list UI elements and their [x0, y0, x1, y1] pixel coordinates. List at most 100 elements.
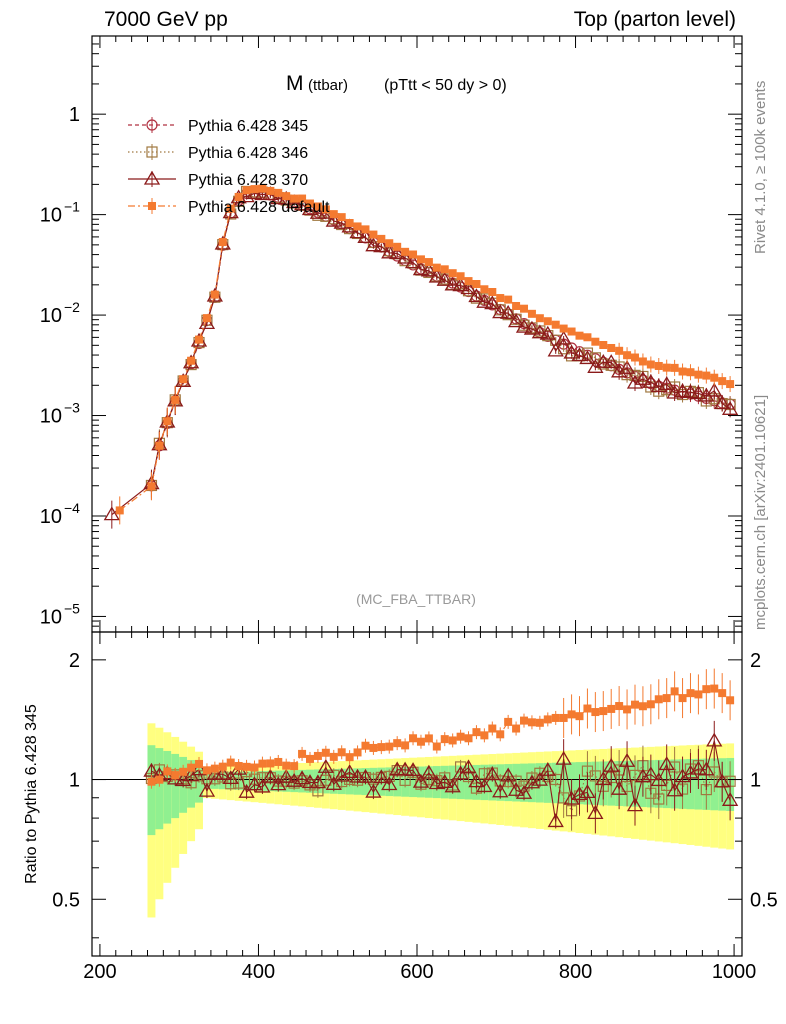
marker-triangle — [349, 768, 366, 783]
marker-triangle — [531, 324, 548, 339]
marker-square — [589, 770, 601, 782]
marker-triangle — [714, 773, 731, 788]
band-inner — [147, 745, 156, 836]
marker-triangle — [428, 268, 445, 283]
marker-triangle — [468, 773, 485, 788]
marker-filled-square — [630, 353, 639, 362]
marker-filled-square — [432, 742, 441, 751]
marker-triangle — [468, 288, 485, 303]
marker-filled-square — [274, 757, 283, 766]
marker-triangle — [626, 797, 644, 812]
watermark: (MC_FBA_TTBAR) — [356, 591, 476, 607]
marker-filled-square — [218, 238, 227, 247]
marker-filled-square — [345, 753, 354, 762]
marker-filled-square — [504, 717, 513, 726]
marker-filled-square — [646, 360, 655, 369]
legend: Pythia 6.428 345 Pythia 6.428 346 Pythia 6… — [128, 117, 330, 216]
marker-triangle — [262, 768, 279, 783]
legend-label: Pythia 6.428 370 — [188, 172, 308, 189]
legend-label: Pythia 6.428 default — [188, 199, 330, 216]
marker-filled-square — [242, 186, 251, 195]
marker-filled-square — [440, 265, 449, 274]
marker-triangle — [444, 276, 461, 291]
marker-triangle — [690, 760, 707, 775]
marker-filled-square — [535, 314, 544, 323]
band-inner — [155, 748, 164, 830]
series-line — [150, 190, 731, 486]
marker-filled-square — [496, 294, 505, 303]
marker-triangle — [222, 770, 239, 785]
marker-triangle — [317, 758, 334, 773]
marker-triangle — [278, 768, 295, 783]
marker-triangle — [523, 320, 541, 335]
marker-filled-square — [226, 758, 235, 767]
marker-filled-square — [148, 202, 156, 210]
marker-filled-square — [377, 743, 386, 752]
marker-filled-square — [464, 277, 473, 286]
marker-filled-square — [179, 767, 188, 776]
marker-triangle — [682, 764, 699, 779]
marker-filled-square — [250, 763, 259, 772]
marker-filled-square — [147, 482, 156, 491]
marker-filled-square — [686, 689, 695, 698]
marker-triangle — [476, 778, 493, 793]
marker-triangle — [309, 774, 327, 789]
marker-triangle — [674, 383, 691, 398]
marker-triangle — [706, 382, 723, 397]
marker-triangle — [484, 766, 501, 781]
marker-filled-square — [535, 718, 544, 727]
mcplots-label: mcplots.cern.ch [arXiv:2401.10621] — [752, 394, 769, 630]
marker-filled-square — [163, 417, 172, 426]
marker-triangle — [420, 764, 438, 779]
marker-triangle — [634, 370, 652, 385]
marker-triangle — [618, 752, 636, 767]
marker-filled-square — [401, 741, 410, 750]
band-inner — [163, 750, 172, 824]
marker-triangle — [389, 245, 406, 260]
marker-filled-square — [369, 230, 378, 239]
marker-filled-square — [361, 741, 370, 750]
marker-filled-square — [456, 272, 465, 281]
marker-filled-square — [686, 368, 695, 377]
marker-triangle — [603, 354, 620, 369]
band-inner — [409, 766, 417, 798]
x-tick-label: 600 — [400, 961, 433, 983]
y-tick-label: 10 — [40, 205, 62, 227]
marker-filled-square — [583, 333, 592, 342]
marker-filled-square — [195, 759, 204, 768]
marker-filled-square — [496, 730, 505, 739]
marker-filled-square — [702, 371, 711, 380]
marker-filled-square — [559, 713, 568, 722]
marker-filled-square — [282, 761, 291, 770]
marker-filled-square — [305, 199, 314, 208]
marker-filled-square — [147, 777, 156, 786]
legend-label: Pythia 6.428 346 — [188, 145, 308, 162]
marker-square — [146, 146, 158, 158]
marker-triangle — [587, 805, 604, 820]
marker-filled-square — [583, 704, 592, 713]
marker-triangle — [492, 304, 509, 319]
marker-triangle — [555, 330, 572, 345]
marker-triangle — [404, 762, 422, 777]
marker-triangle — [603, 757, 620, 772]
marker-filled-square — [361, 225, 370, 234]
marker-triangle — [444, 778, 461, 793]
marker-filled-square — [210, 290, 219, 299]
marker-filled-square — [488, 724, 497, 733]
marker-triangle — [412, 261, 430, 276]
marker-filled-square — [409, 734, 418, 743]
marker-triangle — [325, 776, 342, 790]
marker-triangle — [579, 350, 596, 365]
marker-filled-square — [654, 695, 663, 704]
marker-triangle — [357, 768, 374, 783]
marker-filled-square — [710, 684, 719, 693]
marker-filled-square — [155, 775, 164, 784]
marker-filled-square — [345, 218, 354, 227]
marker-triangle — [571, 347, 588, 362]
y-tick-exponent: −3 — [64, 400, 80, 416]
y-tick-label: 1 — [69, 104, 80, 126]
marker-triangle — [270, 776, 287, 791]
marker-filled-square — [179, 375, 188, 384]
marker-filled-square — [448, 269, 457, 278]
marker-triangle — [301, 774, 319, 789]
